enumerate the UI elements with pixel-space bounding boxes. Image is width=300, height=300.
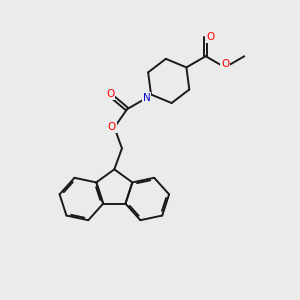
Text: O: O [106,89,114,99]
Text: O: O [221,59,229,69]
Text: O: O [206,32,214,42]
Text: O: O [108,122,116,132]
Text: N: N [142,93,150,103]
